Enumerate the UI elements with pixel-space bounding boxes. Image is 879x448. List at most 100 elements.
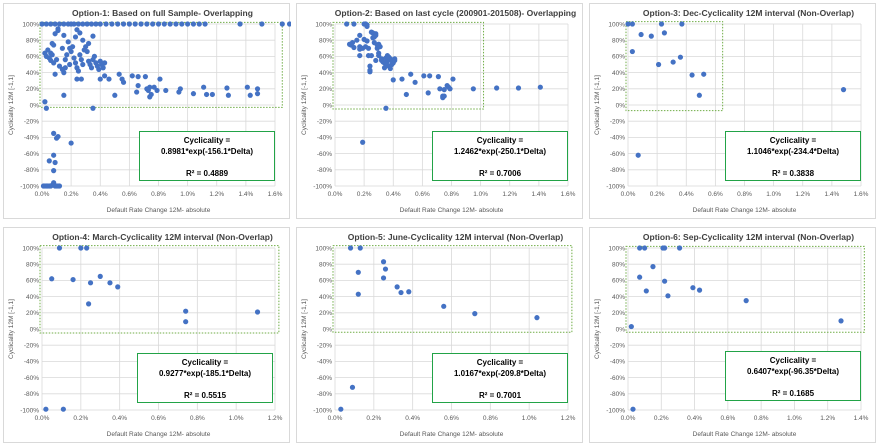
y-tick-label: 20% [612,310,625,317]
y-tick-label: -100% [606,183,625,190]
highlight-region-box [332,245,573,333]
data-point [51,152,57,158]
data-point [421,73,427,79]
x-tick-label: 1.4% [531,191,546,198]
data-point [60,406,66,412]
data-point [138,21,144,27]
data-point [427,73,433,79]
data-point [840,87,847,93]
x-tick-label: 1.6% [268,191,283,198]
data-point [80,21,86,27]
data-point [630,406,636,412]
y-tick-label: -80% [610,391,625,398]
y-tick-label: -80% [24,167,39,174]
y-tick-label: -80% [317,167,332,174]
x-tick-label: 1.2% [820,415,835,422]
data-point [135,74,141,80]
data-point [244,84,250,90]
y-tick-label: 0% [30,102,40,109]
data-point [46,158,52,164]
data-point [347,245,354,251]
data-point [628,323,634,330]
y-tick-label: 80% [612,38,625,45]
data-point [344,21,350,27]
x-axis-label: Default Rate Change 12M- absolute [400,431,504,438]
data-point [52,71,58,77]
data-point [406,289,412,295]
spacer [433,379,567,390]
data-point [357,32,363,38]
equation-line-2: 1.2462*exp(-250.1*Delta) [453,147,547,156]
data-point [39,21,45,27]
data-point [637,274,643,280]
y-tick-label: 20% [26,310,39,317]
data-point [120,21,127,27]
spacer [138,379,272,390]
data-point [87,280,94,286]
x-tick-label: 1.4% [824,191,839,198]
x-tick-label: 0.6% [708,191,723,198]
data-point [225,92,231,98]
chart-panel-2: Option-2: Based on last cycle (200901-20… [296,3,583,219]
data-point [173,21,179,27]
y-tick-label: 0% [323,326,333,333]
y-tick-label: -100% [313,407,332,414]
data-point [367,63,373,69]
data-point [52,21,58,27]
x-tick-label: 1.0% [229,415,244,422]
chart-panel-4: Option-4: March-Cyclicality 12M interval… [3,227,290,443]
data-point [494,85,500,91]
y-axis-label: Cyclicality 12M [-1,1] [8,299,15,359]
data-point [61,21,67,27]
y-tick-label: -20% [610,119,625,126]
x-tick-label: 1.0% [522,415,537,422]
data-point [537,84,543,90]
x-tick-label: 0.4% [112,415,127,422]
data-point [84,21,90,27]
data-point [201,84,207,90]
data-point [179,21,185,27]
data-point [338,406,344,412]
x-tick-label: 0.4% [687,415,702,422]
data-point [91,53,98,60]
data-point [52,159,58,166]
x-tick-label: 0.2% [64,191,79,198]
y-tick-label: -40% [24,359,39,366]
x-tick-label: 1.0% [180,191,195,198]
y-tick-label: 100% [22,21,39,28]
data-point [450,76,456,82]
data-point [676,245,683,251]
data-point [185,21,191,27]
data-point [403,91,409,98]
equation-line-1: Cyclicality = [476,136,524,145]
y-tick-label: 80% [26,38,39,45]
y-tick-label: -40% [317,135,332,142]
x-tick-label: 1.0% [787,415,802,422]
y-tick-label: 0% [616,102,626,109]
data-point [147,84,153,90]
equation-line-1: Cyclicality = [476,358,524,367]
y-tick-label: -40% [610,359,625,366]
data-point [629,48,635,55]
x-tick-label: 1.0% [766,191,781,198]
data-point [380,275,387,281]
data-point [61,70,67,76]
chart-title: Option-6: Sep-Cyclicality 12M interval (… [643,232,854,242]
data-point [643,288,649,294]
data-point [635,152,641,158]
r-squared-value: R² = 0.4889 [185,169,229,178]
equation-line-2: 0.8981*exp(-156.1*Delta) [160,147,254,156]
y-tick-label: 80% [319,38,332,45]
data-point [515,85,522,91]
data-point [84,48,90,55]
y-tick-label: -60% [24,151,39,158]
chart-title: Option-2: Based on last cycle (200901-20… [335,8,576,18]
data-point [48,21,54,27]
highlight-region-box [625,21,724,112]
data-point [142,74,148,80]
spacer [433,157,567,168]
x-tick-label: 0.4% [386,191,401,198]
x-tick-label: 0.8% [444,191,459,198]
regression-equation-box: Cyclicality = 1.1046*exp(-234.4*Delta) R²… [725,131,861,181]
data-point [349,384,356,390]
